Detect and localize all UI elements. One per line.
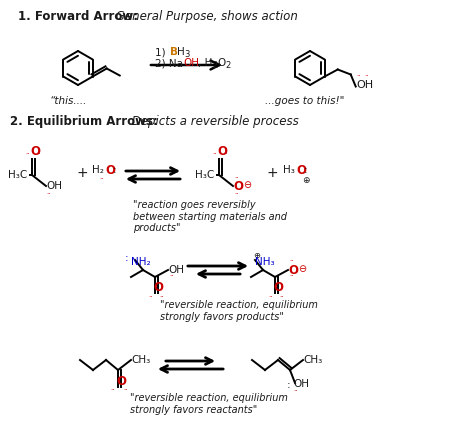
Text: OH: OH xyxy=(168,265,184,275)
Text: ··: ·· xyxy=(36,151,40,157)
Text: CH₃: CH₃ xyxy=(131,355,150,365)
Text: ··: ·· xyxy=(99,176,103,182)
Text: ··: ·· xyxy=(159,294,164,300)
Text: 1): 1) xyxy=(155,47,169,57)
Text: ··: ·· xyxy=(234,191,238,197)
Text: H₂: H₂ xyxy=(92,165,104,175)
Text: "reaction goes reversibly
between starting materials and
products": "reaction goes reversibly between starti… xyxy=(133,200,287,233)
Text: ··: ·· xyxy=(169,273,173,279)
Text: ··: ·· xyxy=(148,294,153,300)
Text: H₃C: H₃C xyxy=(195,170,214,180)
Text: CH₃: CH₃ xyxy=(303,355,322,365)
Text: 2) Na: 2) Na xyxy=(155,58,183,68)
Text: H: H xyxy=(177,47,185,57)
Text: General Purpose, shows action: General Purpose, shows action xyxy=(112,10,298,23)
Text: B: B xyxy=(170,47,178,57)
Text: OH: OH xyxy=(183,58,199,68)
Text: ··: ·· xyxy=(46,191,51,197)
Text: ··: ·· xyxy=(293,388,298,394)
Text: O: O xyxy=(296,163,306,176)
Text: “this....: “this.... xyxy=(50,96,87,106)
Text: 3: 3 xyxy=(184,50,190,59)
Text: +: + xyxy=(266,166,278,180)
Text: :: : xyxy=(287,380,291,390)
Text: OH: OH xyxy=(293,379,309,389)
Text: :: : xyxy=(113,165,117,175)
Text: ··: ·· xyxy=(110,387,115,393)
Text: ··: ·· xyxy=(123,387,128,393)
Text: OH: OH xyxy=(357,79,374,89)
Text: O: O xyxy=(30,145,40,158)
Text: ⊖: ⊖ xyxy=(298,264,306,274)
Text: ⊖: ⊖ xyxy=(243,180,251,190)
Text: ··: ·· xyxy=(212,151,217,157)
Text: ··: ·· xyxy=(289,273,293,279)
Text: H₃: H₃ xyxy=(283,165,295,175)
Text: H₃C: H₃C xyxy=(8,170,27,180)
Text: ··: ·· xyxy=(279,294,283,300)
Text: "reversible reaction, equilibrium
strongly favors products": "reversible reaction, equilibrium strong… xyxy=(160,300,318,322)
Text: ...goes to this!": ...goes to this!" xyxy=(265,96,345,106)
Text: O: O xyxy=(217,58,225,68)
Text: :: : xyxy=(125,253,128,263)
Text: 2. Equilibrium Arrows:: 2. Equilibrium Arrows: xyxy=(10,115,158,128)
Text: O: O xyxy=(153,281,163,294)
Text: "reversible reaction, equilibrium
strongly favors reactants": "reversible reaction, equilibrium strong… xyxy=(130,393,288,415)
Text: ⊕: ⊕ xyxy=(253,251,260,260)
Text: , H: , H xyxy=(198,58,212,68)
Text: O: O xyxy=(273,281,283,294)
Text: ··: ·· xyxy=(223,151,228,157)
Text: OH: OH xyxy=(46,181,62,191)
Text: :: : xyxy=(304,165,308,175)
Text: NH₃: NH₃ xyxy=(255,257,274,267)
Text: O: O xyxy=(233,179,243,193)
Text: NH₂: NH₂ xyxy=(131,257,151,267)
Text: ··: ·· xyxy=(365,74,369,79)
Text: 2: 2 xyxy=(225,61,230,70)
Text: ··: ·· xyxy=(234,175,238,181)
Text: ··: ·· xyxy=(289,258,293,264)
Text: ⊕: ⊕ xyxy=(302,175,310,184)
Text: 1. Forward Arrow:: 1. Forward Arrow: xyxy=(18,10,138,23)
Text: ··: ·· xyxy=(357,74,361,79)
Text: +: + xyxy=(76,166,88,180)
Text: ··: ·· xyxy=(268,294,273,300)
Text: ··: ·· xyxy=(25,151,29,157)
Text: O: O xyxy=(105,163,115,176)
Text: Depicts a reversible process: Depicts a reversible process xyxy=(128,115,299,128)
Text: O: O xyxy=(217,145,227,158)
Text: O: O xyxy=(116,375,126,388)
Text: O: O xyxy=(288,264,298,276)
Text: 2: 2 xyxy=(212,61,217,70)
